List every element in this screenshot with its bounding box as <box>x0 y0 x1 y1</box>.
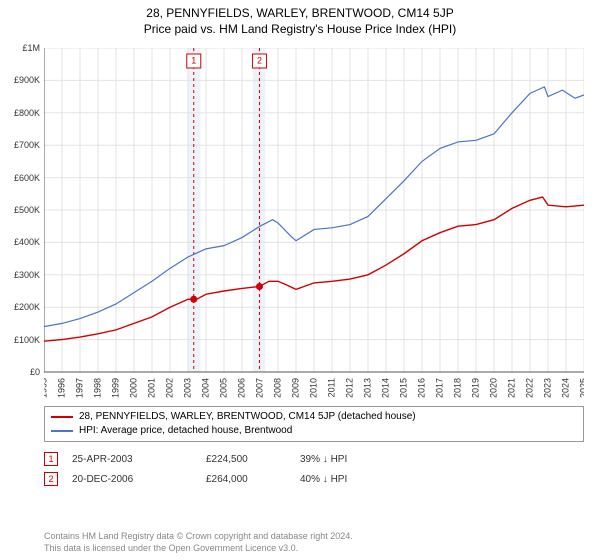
svg-text:2014: 2014 <box>380 378 390 398</box>
event-date: 20-DEC-2006 <box>72 474 192 485</box>
y-tick-label: £700K <box>14 140 44 150</box>
svg-text:2009: 2009 <box>290 378 300 398</box>
event-marker: 2 <box>44 472 58 486</box>
svg-text:1995: 1995 <box>44 378 48 398</box>
svg-text:2004: 2004 <box>200 378 210 398</box>
y-tick-label: £800K <box>14 108 44 118</box>
svg-text:1997: 1997 <box>74 378 84 398</box>
svg-text:2025: 2025 <box>578 378 584 398</box>
legend-swatch <box>51 416 73 418</box>
svg-text:2024: 2024 <box>560 378 570 398</box>
footer-line-2: This data is licensed under the Open Gov… <box>44 542 584 554</box>
y-tick-label: £300K <box>14 270 44 280</box>
svg-text:2000: 2000 <box>128 378 138 398</box>
event-table: 1 25-APR-2003 £224,500 39% ↓ HPI 2 20-DEC-200… <box>44 446 584 486</box>
svg-text:2003: 2003 <box>182 378 192 398</box>
legend-label: 28, PENNYFIELDS, WARLEY, BRENTWOOD, CM14… <box>79 410 416 424</box>
chart-svg: 1995 1996 1997 1998 1999 2000 2001 2002 2003 2004… <box>44 48 584 398</box>
y-tick-label: £600K <box>14 173 44 183</box>
y-tick-label: £400K <box>14 237 44 247</box>
svg-text:2019: 2019 <box>470 378 480 398</box>
svg-text:1999: 1999 <box>110 378 120 398</box>
svg-text:2023: 2023 <box>542 378 552 398</box>
y-tick-label: £200K <box>14 302 44 312</box>
legend: 28, PENNYFIELDS, WARLEY, BRENTWOOD, CM14… <box>44 406 584 442</box>
svg-text:2016: 2016 <box>416 378 426 398</box>
event-price: £224,500 <box>206 454 286 465</box>
svg-text:1996: 1996 <box>56 378 66 398</box>
svg-text:2010: 2010 <box>308 378 318 398</box>
title-address: 28, PENNYFIELDS, WARLEY, BRENTWOOD, CM14… <box>0 6 600 20</box>
svg-text:2011: 2011 <box>326 378 336 397</box>
svg-text:1: 1 <box>191 55 196 65</box>
svg-text:2: 2 <box>257 55 262 65</box>
legend-label: HPI: Average price, detached house, Bren… <box>79 424 292 438</box>
event-row: 2 20-DEC-2006 £264,000 40% ↓ HPI <box>44 472 584 486</box>
event-pct: 40% ↓ HPI <box>300 474 400 485</box>
footer-attribution: Contains HM Land Registry data © Crown c… <box>44 530 584 554</box>
svg-text:2021: 2021 <box>506 378 516 398</box>
price-chart: 1995 1996 1997 1998 1999 2000 2001 2002 2003 2004… <box>44 48 584 398</box>
event-pct: 39% ↓ HPI <box>300 454 400 465</box>
y-tick-label: £100K <box>14 335 44 345</box>
y-tick-label: £900K <box>14 75 44 85</box>
svg-text:1998: 1998 <box>92 378 102 398</box>
svg-text:2008: 2008 <box>272 378 282 398</box>
title-subtitle: Price paid vs. HM Land Registry's House … <box>0 22 600 36</box>
event-price: £264,000 <box>206 474 286 485</box>
legend-swatch <box>51 430 73 432</box>
svg-text:2001: 2001 <box>146 378 156 398</box>
event-row: 1 25-APR-2003 £224,500 39% ↓ HPI <box>44 452 584 466</box>
y-tick-label: £1M <box>22 43 44 53</box>
svg-text:2002: 2002 <box>164 378 174 398</box>
event-marker: 1 <box>44 452 58 466</box>
svg-text:2018: 2018 <box>452 378 462 398</box>
svg-text:2013: 2013 <box>362 378 372 398</box>
y-tick-label: £500K <box>14 205 44 215</box>
legend-item: HPI: Average price, detached house, Bren… <box>51 424 577 438</box>
svg-text:2006: 2006 <box>236 378 246 398</box>
svg-text:2022: 2022 <box>524 378 534 398</box>
y-tick-label: £0 <box>30 367 44 377</box>
legend-item: 28, PENNYFIELDS, WARLEY, BRENTWOOD, CM14… <box>51 410 577 424</box>
svg-text:2017: 2017 <box>434 378 444 398</box>
footer-line-1: Contains HM Land Registry data © Crown c… <box>44 530 584 542</box>
event-date: 25-APR-2003 <box>72 454 192 465</box>
svg-text:2012: 2012 <box>344 378 354 398</box>
svg-text:2005: 2005 <box>218 378 228 398</box>
svg-text:2015: 2015 <box>398 378 408 398</box>
svg-text:2007: 2007 <box>254 378 264 398</box>
svg-text:2020: 2020 <box>488 378 498 398</box>
